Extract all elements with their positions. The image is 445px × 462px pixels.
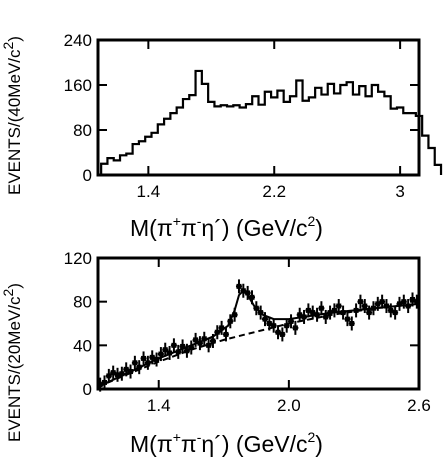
top-y-axis: 0 80 160 240 [64,31,419,185]
data-point [136,360,143,375]
bottom-x-tick-label: 1.4 [147,396,171,415]
data-point [127,364,134,379]
data-point [248,290,255,305]
data-point [227,314,234,329]
data-point [283,318,290,333]
top-y-tick-label: 160 [64,76,92,95]
bottom-y-tick-label: 0 [83,380,92,399]
data-point [179,339,186,354]
top-y-tick-label: 0 [83,166,92,185]
bottom-x-axis-label: M(π+π-η´) (GeV/c2) [130,429,323,457]
top-x-tick-label: 3 [395,182,404,201]
data-point [118,366,125,381]
data-point [344,312,351,327]
bottom-y-axis-label: EVENTS/(20MeV/c2) [0,283,24,442]
data-point [201,331,208,346]
data-point [170,338,177,353]
data-point [175,344,182,359]
top-x-axis-label: M(π+π-η´) (GeV/c2) [130,213,323,241]
data-point [218,320,225,335]
bottom-x-tick-label: 2.0 [277,396,301,415]
data-point [361,299,368,314]
data-point [357,294,364,309]
top-histogram [100,69,443,175]
data-point [214,325,221,340]
data-point [335,299,342,314]
data-point [257,305,264,320]
data-point [209,333,216,348]
data-point [262,312,269,327]
top-plot-frame [96,38,421,177]
bottom-y-tick-label: 80 [73,293,92,312]
data-point [131,355,138,370]
data-point [153,352,160,367]
data-point [340,305,347,320]
top-y-tick-label: 240 [64,31,92,50]
data-point [331,303,338,318]
background-fit-curve [97,302,420,388]
data-point [314,307,321,322]
total-fit-curve [97,289,420,388]
bottom-y-tick-label: 120 [64,249,92,268]
data-point [400,294,407,309]
data-point [405,299,412,314]
data-point [270,318,277,333]
data-point [196,336,203,351]
top-x-tick-label: 2.2 [262,182,286,201]
top-x-axis: 1.4 2.2 3 [137,40,405,201]
bottom-plot-frame [96,256,421,391]
bottom-y-tick-label: 40 [73,336,92,355]
data-point [301,309,308,324]
data-point [235,279,242,294]
bottom-x-tick-label: 2.6 [407,396,431,415]
data-point [222,327,229,342]
data-point [144,355,151,370]
data-point [348,316,355,331]
data-point [292,320,299,335]
data-point [105,368,112,383]
data-point [318,301,325,316]
top-y-tick-label: 80 [73,121,92,140]
data-point [162,342,169,357]
data-point [366,305,373,320]
data-point [370,301,377,316]
top-y-axis-label: EVENTS/(40MeV/c2) [0,36,24,195]
data-point [353,303,360,318]
data-point [288,314,295,329]
data-point [101,375,108,390]
bottom-panel: 0 40 80 120 1.4 2.0 2.6 EVENTS/(20MeV/c2) M(π… [0,249,431,457]
bottom-y-axis: 0 40 80 120 [64,249,419,399]
data-point [157,347,164,362]
top-panel: 0 80 160 240 1.4 2.2 3 EVENTS/(40MeV/c2) M(π+… [0,31,443,241]
data-point [231,307,238,322]
data-point [392,305,399,320]
bottom-x-axis: 1.4 2.0 2.6 [147,258,431,415]
data-point [166,345,173,360]
data-points [97,279,420,392]
data-point [413,294,420,309]
top-x-tick-label: 1.4 [137,182,161,201]
data-point [322,309,329,324]
data-point [244,285,251,300]
data-point [205,338,212,353]
data-point [383,299,390,314]
data-point [188,340,195,355]
data-point [279,327,286,342]
data-point [379,294,386,309]
data-point [192,332,199,347]
data-point [253,301,260,316]
data-point [140,351,147,366]
data-point [183,343,190,358]
